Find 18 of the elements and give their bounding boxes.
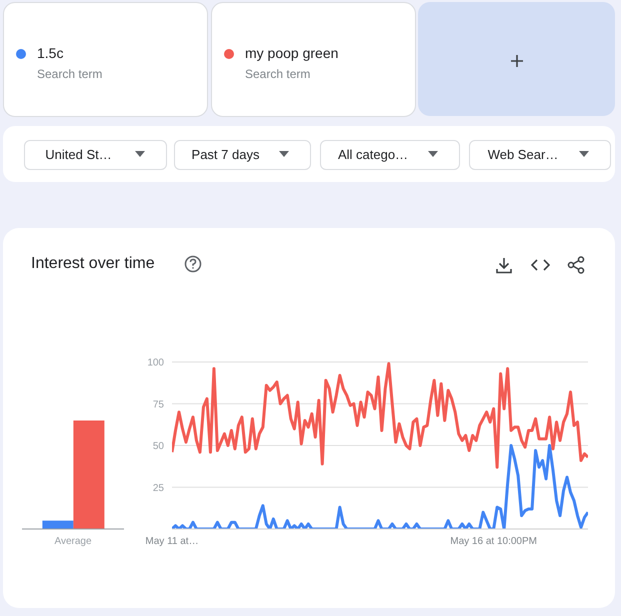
text: Web Sear… xyxy=(486,147,560,162)
line-series xyxy=(172,444,588,529)
x-tick-label: May 11 at… xyxy=(145,536,199,548)
y-tick-label: 25 xyxy=(152,482,164,494)
legend-label: 1.5c xyxy=(37,45,64,61)
x-tick-label: May 16 at 10:00PM xyxy=(450,536,537,548)
text: United St… xyxy=(44,147,113,162)
legend-label: my poop green xyxy=(245,45,338,61)
text: Past 7 days xyxy=(190,147,260,162)
y-tick-label: 100 xyxy=(147,358,164,369)
line-series xyxy=(172,362,588,469)
y-tick-label: 75 xyxy=(152,399,164,410)
chart-title: Interest over time xyxy=(31,255,155,273)
text: Search term xyxy=(37,67,102,81)
y-tick-label: 50 xyxy=(152,441,164,452)
text: Search term xyxy=(245,67,310,81)
x-tick-label: Average xyxy=(54,536,92,548)
text: All catego… xyxy=(336,147,410,162)
